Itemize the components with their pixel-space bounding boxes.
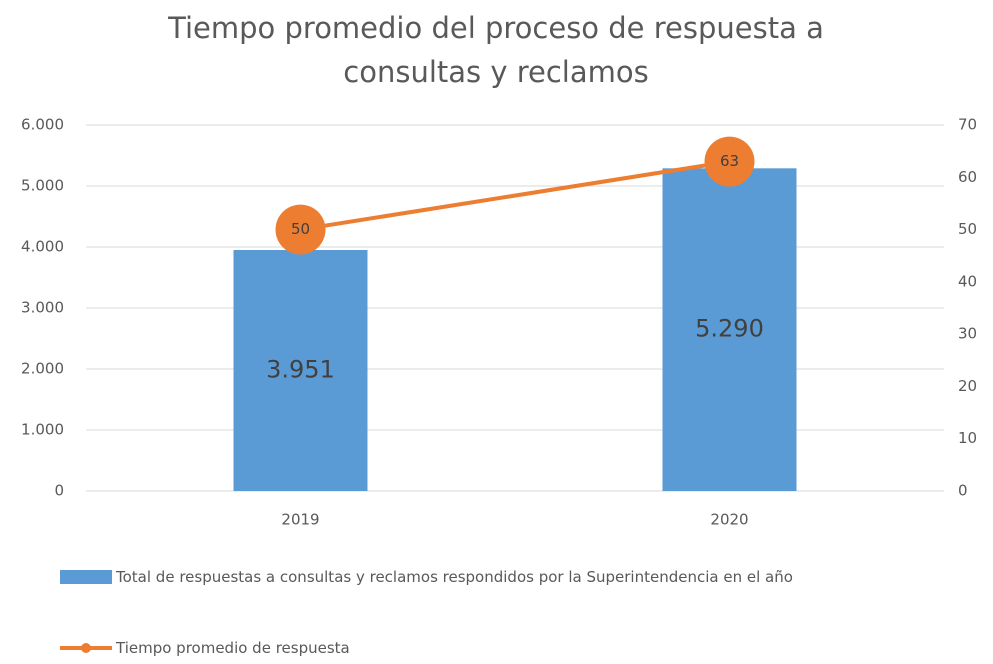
bar — [662, 168, 797, 491]
y2-tick-label: 60 — [958, 168, 977, 186]
marker — [704, 136, 755, 187]
point-label: 63 — [720, 152, 739, 170]
legend-label: Tiempo promedio de respuesta — [116, 639, 350, 657]
chart-title: Tiempo promedio del proceso de respuesta… — [168, 11, 824, 89]
x-tick-label: 2020 — [710, 511, 748, 529]
y2-tick-label: 30 — [958, 325, 977, 343]
y2-tick-label: 20 — [958, 377, 977, 395]
marker — [275, 204, 326, 255]
y2-tick-label: 10 — [958, 429, 977, 447]
line — [300, 159, 730, 232]
y2-tick-label: 0 — [958, 482, 968, 500]
legend-swatch — [60, 637, 112, 659]
y-tick-label: 2.000 — [21, 360, 64, 378]
y-tick-label: 4.000 — [21, 238, 64, 256]
y-tick-label: 3.000 — [21, 299, 64, 317]
y-tick-label: 1.000 — [21, 421, 64, 439]
x-tick-label: 2019 — [281, 511, 319, 529]
y2-tick-label: 50 — [958, 220, 977, 238]
y2-tick-label: 70 — [958, 116, 977, 134]
bar — [233, 249, 368, 491]
bar-label: 3.951 — [266, 355, 335, 383]
legend-line — [60, 643, 112, 653]
legend-label: Total de respuestas a consultas y reclam… — [116, 568, 793, 586]
legend-swatch — [60, 570, 112, 584]
bar-label: 5.290 — [695, 315, 764, 343]
y2-tick-label: 40 — [958, 272, 977, 290]
point-label: 50 — [291, 220, 310, 238]
y-tick-label: 0 — [54, 482, 64, 500]
y-tick-label: 5.000 — [21, 177, 64, 195]
y-tick-label: 6.000 — [21, 116, 64, 134]
